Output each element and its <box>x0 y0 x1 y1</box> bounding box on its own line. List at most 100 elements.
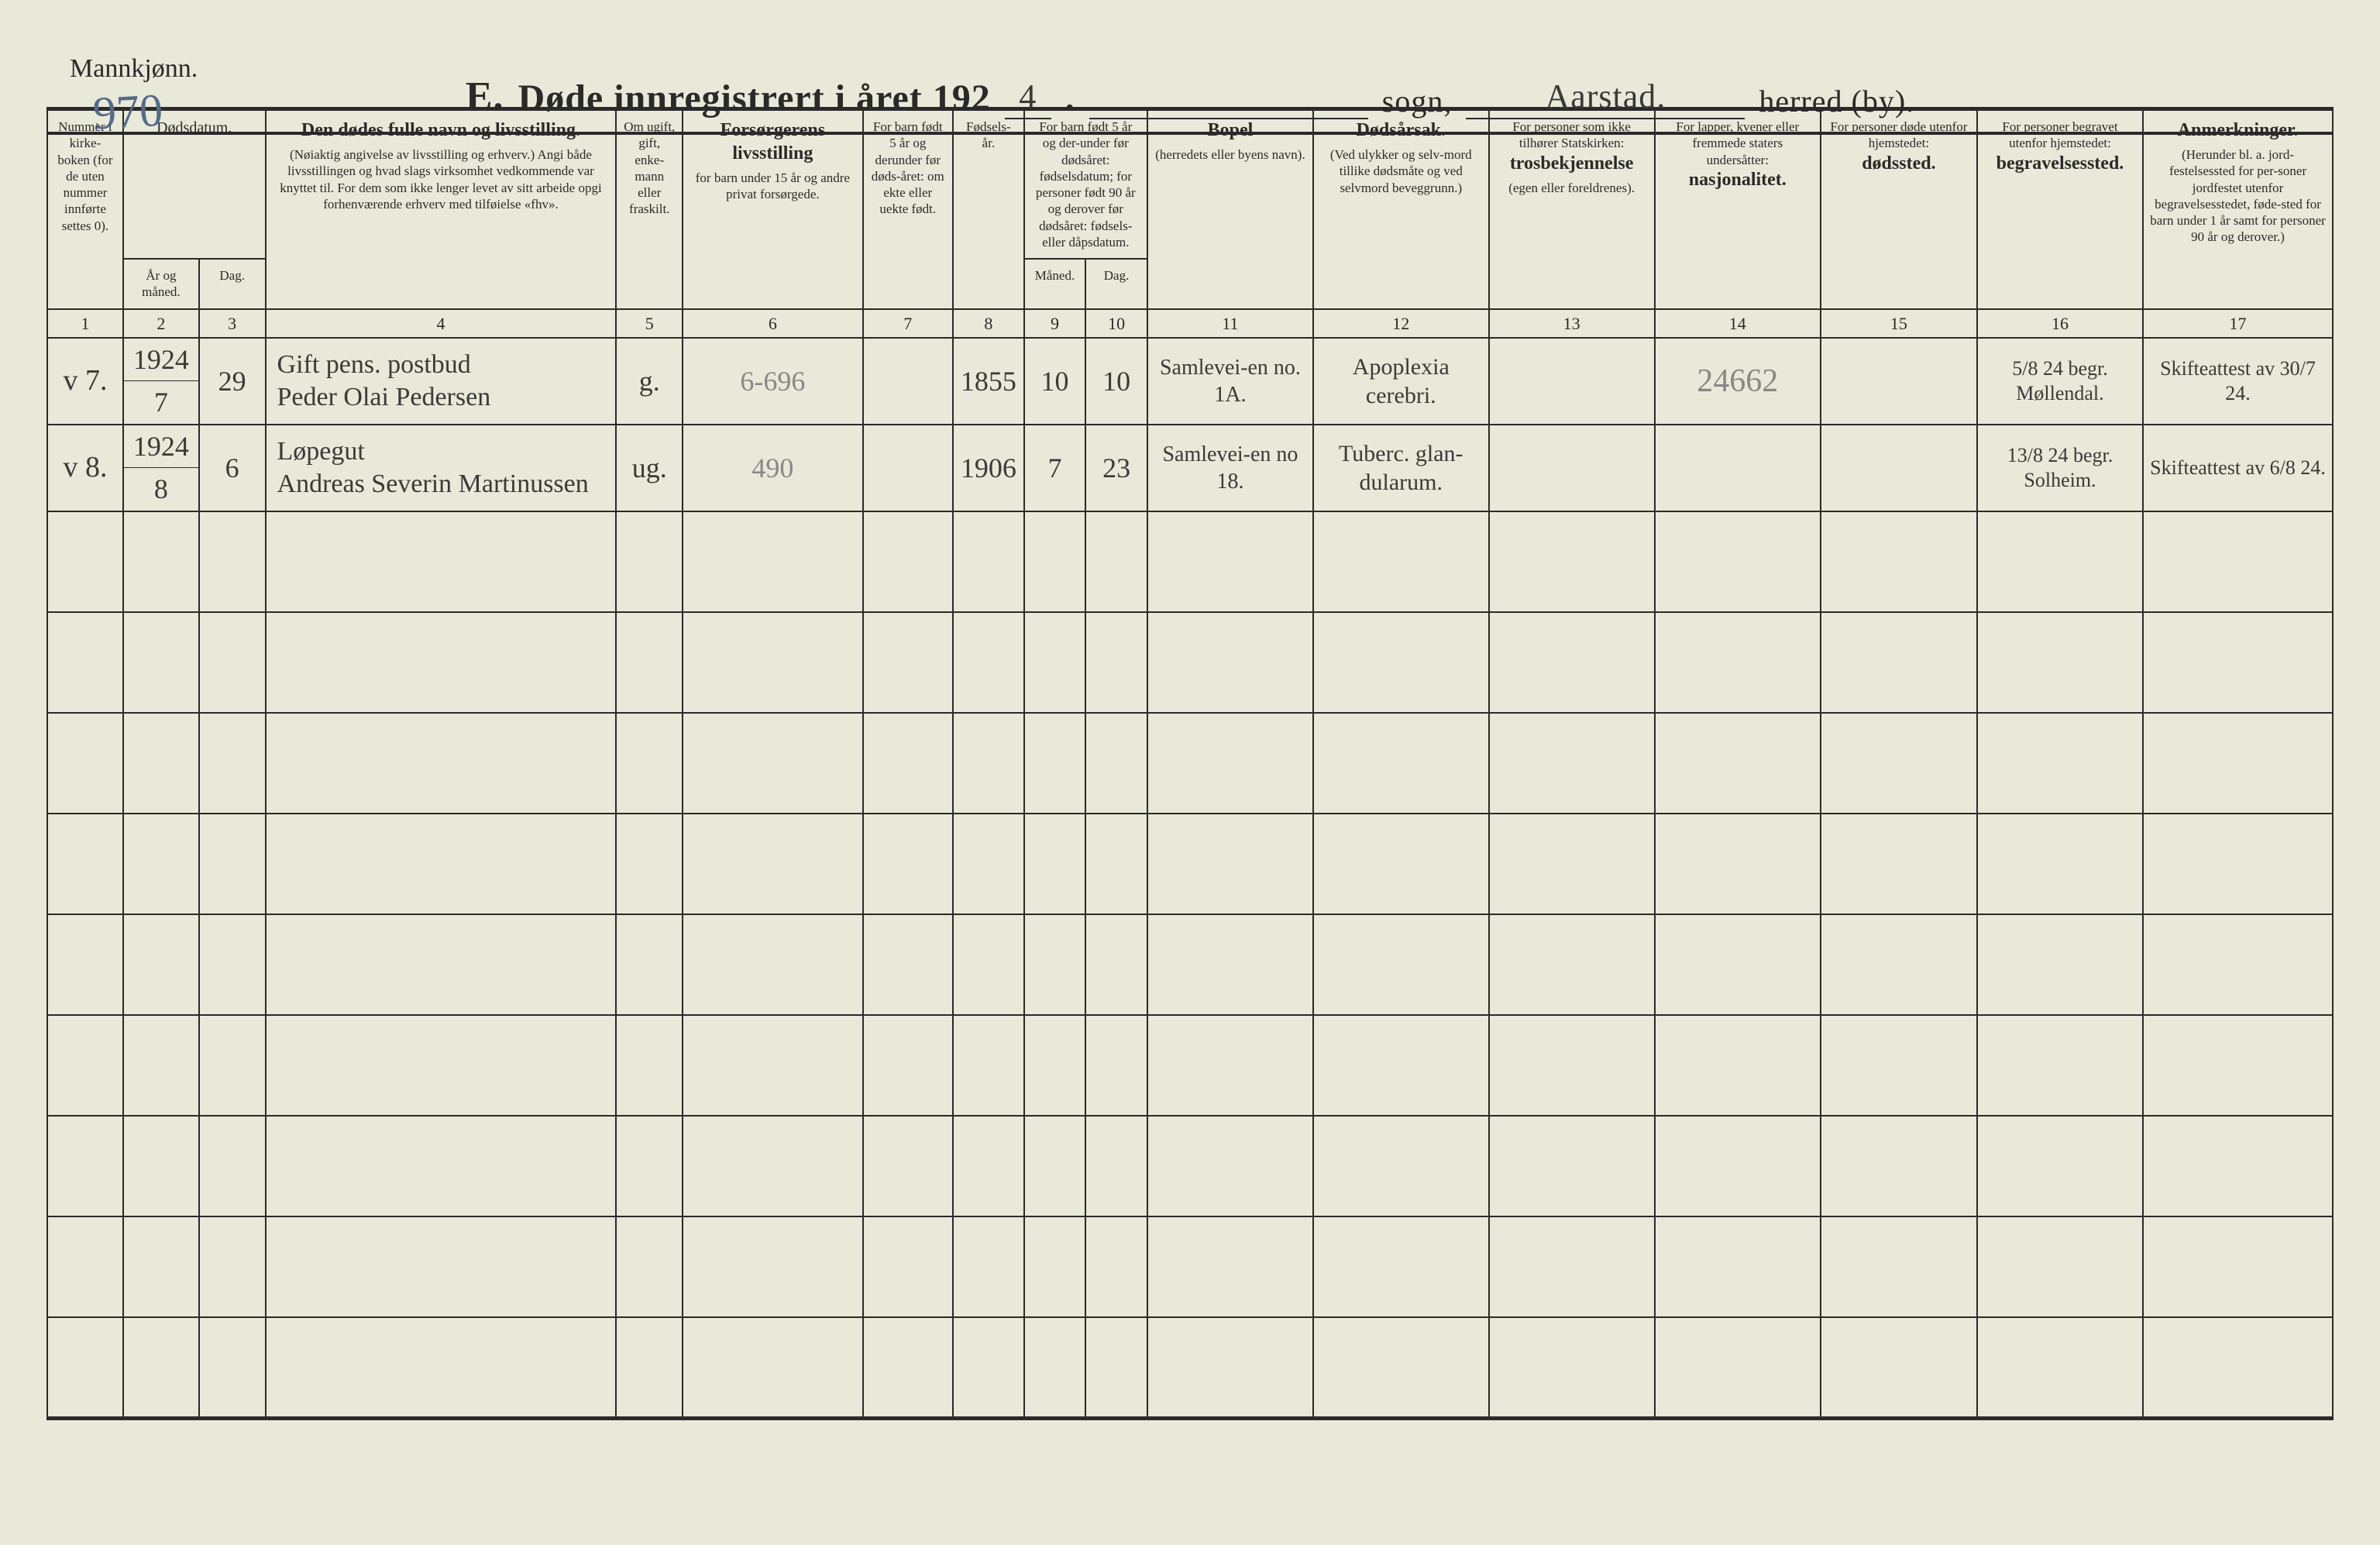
empty-cell <box>199 1216 266 1317</box>
provider: 490 <box>683 425 863 511</box>
empty-cell <box>1313 1317 1488 1418</box>
birth-day: 23 <box>1085 425 1147 511</box>
empty-cell <box>1313 511 1488 612</box>
empty-cell <box>199 1015 266 1116</box>
c15 <box>1821 425 1977 511</box>
empty-cell <box>266 914 617 1015</box>
colnum: 13 <box>1489 309 1655 339</box>
empty-cell <box>953 1015 1024 1116</box>
empty-cell <box>1489 612 1655 713</box>
herred-value: Aarstad. <box>1466 77 1745 119</box>
empty-cell <box>47 914 123 1015</box>
colnum: 3 <box>199 309 266 339</box>
c14 <box>1655 425 1821 511</box>
empty-cell <box>199 1116 266 1216</box>
empty-cell <box>1489 914 1655 1015</box>
birth-month: 7 <box>1024 425 1086 511</box>
table-row-empty <box>47 1015 2333 1116</box>
empty-cell <box>1313 713 1488 814</box>
empty-cell <box>1085 1317 1147 1418</box>
empty-cell <box>1977 1015 2143 1116</box>
empty-cell <box>683 1317 863 1418</box>
empty-cell <box>47 713 123 814</box>
table-row-empty <box>47 1216 2333 1317</box>
empty-cell <box>1024 814 1086 914</box>
empty-cell <box>1313 814 1488 914</box>
col-header-14: For lapper, kvener eller fremmede stater… <box>1655 109 1821 309</box>
empty-cell <box>1655 1116 1821 1216</box>
empty-cell <box>616 814 683 914</box>
empty-cell <box>1821 511 1977 612</box>
empty-cell <box>1821 914 1977 1015</box>
empty-cell <box>1977 814 2143 914</box>
year-month-cell: 1924 7 <box>123 338 199 425</box>
empty-cell <box>1024 1317 1086 1418</box>
empty-cell <box>1313 1015 1488 1116</box>
empty-cell <box>616 1116 683 1216</box>
colnum: 8 <box>953 309 1024 339</box>
empty-cell <box>1489 713 1655 814</box>
register-page: Mannkjønn. 970 E. Døde innregistrert i å… <box>0 0 2380 1545</box>
empty-cell <box>1085 1216 1147 1317</box>
empty-cell <box>863 1015 953 1116</box>
empty-cell <box>953 713 1024 814</box>
marital: ug. <box>616 425 683 511</box>
day: 6 <box>199 425 266 511</box>
table-row-empty <box>47 511 2333 612</box>
empty-cell <box>123 914 199 1015</box>
provider: 6-696 <box>683 338 863 425</box>
cause: Apoplexia cerebri. <box>1313 338 1488 425</box>
empty-cell <box>266 612 617 713</box>
colnum: 14 <box>1655 309 1821 339</box>
year-month-cell: 1924 8 <box>123 425 199 511</box>
empty-cell <box>2143 1317 2333 1418</box>
col-header-16: For personer begravet utenfor hjemstedet… <box>1977 109 2143 309</box>
col-header-3: Dag. <box>199 259 266 309</box>
empty-cell <box>953 1116 1024 1216</box>
empty-cell <box>1085 612 1147 713</box>
empty-cell <box>1024 914 1086 1015</box>
empty-cell <box>1024 511 1086 612</box>
col-header-9: Måned. <box>1024 259 1086 309</box>
empty-cell <box>266 511 617 612</box>
col-header-13: For personer som ikke tilhører Statskirk… <box>1489 109 1655 309</box>
empty-cell <box>1489 1216 1655 1317</box>
empty-cell <box>1977 713 2143 814</box>
empty-cell <box>1821 1015 1977 1116</box>
empty-cell <box>683 612 863 713</box>
remarks: Skifteattest av 6/8 24. <box>2143 425 2333 511</box>
empty-cell <box>683 713 863 814</box>
empty-cell <box>1313 1216 1488 1317</box>
full-name: Andreas Severin Martinussen <box>277 468 611 501</box>
empty-cell <box>1821 1216 1977 1317</box>
year: 1924 <box>124 339 198 381</box>
occupation: Løpegut <box>277 435 611 469</box>
entry-number: v 8. <box>47 425 123 511</box>
empty-cell <box>1655 1317 1821 1418</box>
empty-cell <box>1085 1015 1147 1116</box>
empty-cell <box>47 814 123 914</box>
column-number-row: 1 2 3 4 5 6 7 8 9 10 11 12 13 14 15 16 1… <box>47 309 2333 339</box>
c15 <box>1821 338 1977 425</box>
empty-cell <box>863 814 953 914</box>
empty-cell <box>123 1116 199 1216</box>
empty-cell <box>1655 814 1821 914</box>
col-header-7: For barn født 5 år og derunder før døds-… <box>863 109 953 309</box>
col-header-6: Forsørgerens livsstilling for barn under… <box>683 109 863 309</box>
empty-cell <box>683 511 863 612</box>
empty-cell <box>2143 814 2333 914</box>
empty-cell <box>1821 814 1977 914</box>
empty-cell <box>953 814 1024 914</box>
empty-cell <box>199 612 266 713</box>
colnum: 17 <box>2143 309 2333 339</box>
col-header-17: Anmerkninger. (Herunder bl. a. jord-fest… <box>2143 109 2333 309</box>
empty-cell <box>1024 1015 1086 1116</box>
title-period: . <box>1065 77 1075 119</box>
empty-cell <box>1147 612 1313 713</box>
empty-cell <box>863 1317 953 1418</box>
empty-cell <box>47 511 123 612</box>
c13 <box>1489 338 1655 425</box>
title-line: E. Døde innregistrert i året 1924. sogn,… <box>0 74 2380 119</box>
col-header-4: Den dødes fulle navn og livsstilling. (N… <box>266 109 617 309</box>
c13 <box>1489 425 1655 511</box>
